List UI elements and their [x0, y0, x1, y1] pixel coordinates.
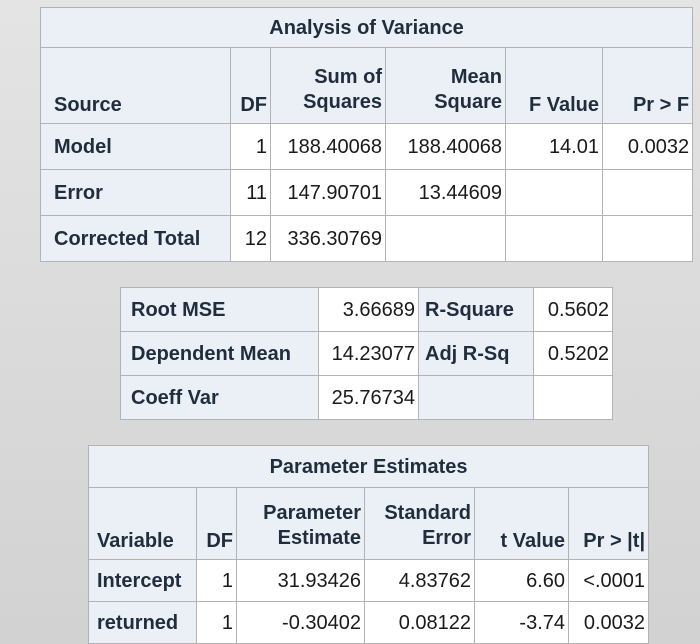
- table-row: Model 1 188.40068 188.40068 14.01 0.0032: [40, 123, 694, 170]
- label-empty: [418, 375, 534, 420]
- cell-ss: 147.90701: [270, 169, 386, 216]
- table-row: Root MSE 3.66689 R-Square 0.5602: [120, 287, 613, 332]
- cell-standard-error: 0.08122: [364, 601, 475, 644]
- anova-title: Analysis of Variance: [39, 7, 694, 48]
- value-dependent-mean: 14.23077: [318, 331, 419, 376]
- col-header-est-line1: Parameter: [263, 502, 361, 524]
- label-adj-r-sq: Adj R-Sq: [418, 331, 534, 376]
- cell-standard-error: 4.83762: [364, 559, 475, 602]
- table-row: returned 1 -0.30402 0.08122 -3.74 0.0032: [88, 601, 650, 644]
- cell-ms: 188.40068: [385, 123, 506, 170]
- col-header-ms-line2: Square: [434, 91, 502, 113]
- table-row: Intercept 1 31.93426 4.83762 6.60 <.0001: [88, 559, 650, 602]
- col-header-est-line2: Estimate: [277, 527, 361, 549]
- cell-p-value: <.0001: [567, 559, 650, 602]
- col-header-sum-of-squares: Sum of Squares: [270, 47, 386, 124]
- row-label-model: Model: [40, 123, 231, 170]
- cell-f: [505, 169, 603, 216]
- cell-t-value: -3.74: [474, 601, 569, 644]
- row-label-corrected-total: Corrected Total: [40, 215, 231, 262]
- parameter-estimates-table: Parameter Estimates Variable DF Paramete…: [87, 445, 650, 644]
- col-header-f-value: F Value: [505, 47, 603, 124]
- cell-ms: 13.44609: [385, 169, 506, 216]
- cell-estimate: -0.30402: [236, 601, 365, 644]
- row-label-returned: returned: [88, 601, 197, 644]
- cell-p: [601, 169, 694, 216]
- cell-p: 0.0032: [601, 123, 694, 170]
- col-header-df: DF: [230, 47, 271, 124]
- cell-f: [505, 215, 603, 262]
- value-empty: [533, 375, 613, 420]
- table-row: Error 11 147.90701 13.44609: [40, 169, 694, 216]
- col-header-source: Source: [40, 47, 231, 124]
- col-header-variable: Variable: [88, 487, 197, 560]
- cell-df: 1: [196, 601, 237, 644]
- row-label-error: Error: [40, 169, 231, 216]
- label-r-square: R-Square: [418, 287, 534, 332]
- cell-ss: 188.40068: [270, 123, 386, 170]
- cell-df: 11: [230, 169, 271, 216]
- cell-df: 1: [196, 559, 237, 602]
- col-header-se-line2: Error: [422, 527, 471, 549]
- label-root-mse: Root MSE: [120, 287, 319, 332]
- cell-ss: 336.30769: [270, 215, 386, 262]
- row-label-intercept: Intercept: [88, 559, 197, 602]
- table-row: Coeff Var 25.76734: [120, 375, 613, 420]
- label-dependent-mean: Dependent Mean: [120, 331, 319, 376]
- cell-t-value: 6.60: [474, 559, 569, 602]
- col-header-pr-f: Pr > F: [601, 47, 694, 124]
- value-r-square: 0.5602: [533, 287, 613, 332]
- col-header-ms-line1: Mean: [450, 66, 502, 88]
- col-header-mean-square: Mean Square: [385, 47, 506, 124]
- col-header-pr-t: Pr > |t|: [567, 487, 650, 560]
- value-root-mse: 3.66689: [318, 287, 419, 332]
- cell-p: [601, 215, 694, 262]
- col-header-ss-line2: Squares: [303, 91, 382, 113]
- cell-estimate: 31.93426: [236, 559, 365, 602]
- table-row: Dependent Mean 14.23077 Adj R-Sq 0.5202: [120, 331, 613, 376]
- col-header-standard-error: Standard Error: [364, 487, 475, 560]
- label-coeff-var: Coeff Var: [120, 375, 319, 420]
- cell-p-value: 0.0032: [567, 601, 650, 644]
- col-header-parameter-estimate: Parameter Estimate: [236, 487, 365, 560]
- cell-f: 14.01: [505, 123, 603, 170]
- fit-statistics-table: Root MSE 3.66689 R-Square 0.5602 Depende…: [120, 287, 613, 420]
- col-header-se-line1: Standard: [384, 502, 471, 524]
- table-row: Corrected Total 12 336.30769: [40, 215, 694, 262]
- col-header-t-value: t Value: [474, 487, 569, 560]
- value-adj-r-sq: 0.5202: [533, 331, 613, 376]
- col-header-df: DF: [196, 487, 237, 560]
- cell-df: 1: [230, 123, 271, 170]
- cell-ms: [385, 215, 506, 262]
- value-coeff-var: 25.76734: [318, 375, 419, 420]
- parameter-estimates-title: Parameter Estimates: [87, 445, 650, 488]
- col-header-ss-line1: Sum of: [314, 66, 382, 88]
- anova-table: Analysis of Variance Source DF Sum of Sq…: [39, 7, 694, 262]
- cell-df: 12: [230, 215, 271, 262]
